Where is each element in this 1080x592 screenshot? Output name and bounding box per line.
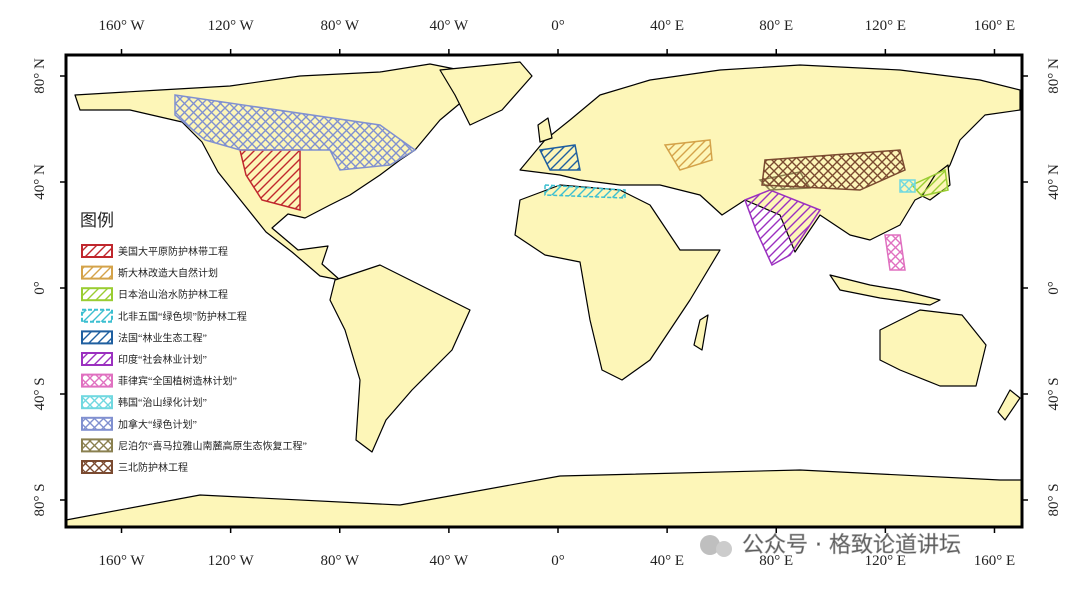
legend-label: 北非五国“绿色坝”防护林工程 <box>118 310 247 323</box>
legend-label: 美国大平原防护林带工程 <box>118 245 228 258</box>
legend-label: 三北防护林工程 <box>118 461 188 474</box>
lat-tick-label-left: 40° S <box>32 377 48 410</box>
legend-label: 日本治山治水防护林工程 <box>118 288 228 301</box>
lat-tick-label-right: 40° S <box>1046 377 1062 410</box>
region-japan <box>910 168 949 197</box>
legend-label: 尼泊尔“喜马拉雅山南麓高原生态恢复工程” <box>118 439 307 452</box>
lon-tick-label-bottom: 160° E <box>974 553 1015 569</box>
map-border <box>64 53 1024 529</box>
legend-swatch <box>81 438 113 453</box>
legend-swatch <box>81 330 113 345</box>
lon-tick-label-top: 120° W <box>208 18 255 34</box>
uk <box>537 117 553 143</box>
legend-swatch <box>81 373 113 388</box>
legend-swatch <box>81 244 113 258</box>
legend-label: 法国“林业生态工程” <box>118 331 207 344</box>
greenland <box>439 61 533 126</box>
lon-tick-label-top: 40° W <box>430 18 469 34</box>
region-france <box>538 144 581 171</box>
legend-label: 菲律宾“全国植树造林计划” <box>118 375 237 388</box>
lon-tick-label-bottom: 40° W <box>430 553 469 569</box>
legend-label: 斯大林改造大自然计划 <box>118 267 218 280</box>
lon-tick-label-top: 40° E <box>650 18 684 34</box>
lat-tick-label-left: 0° <box>32 281 48 295</box>
lon-tick-label-bottom: 160° W <box>98 553 145 569</box>
lon-tick-label-top: 160° W <box>98 18 145 34</box>
new-zealand <box>997 389 1021 421</box>
lon-tick-label-bottom: 80° E <box>759 553 793 569</box>
lat-tick-label-left: 80° S <box>32 483 48 516</box>
legend-label: 韩国“治山绿化计划” <box>118 396 207 409</box>
lat-tick-label-left: 80° N <box>32 58 48 94</box>
indonesia <box>829 274 941 306</box>
lon-tick-label-top: 80° W <box>320 18 359 34</box>
legend-label: 印度“社会林业计划” <box>118 353 207 366</box>
lon-tick-label-top: 80° E <box>759 18 793 34</box>
africa <box>514 184 721 381</box>
region-canada <box>174 94 417 171</box>
legend-title: 图例 <box>80 211 114 230</box>
lat-tick-label-right: 80° S <box>1046 483 1062 516</box>
legend-swatch <box>81 352 113 366</box>
lon-tick-label-top: 0° <box>551 18 565 34</box>
madagascar <box>693 314 709 351</box>
lon-tick-label-bottom: 40° E <box>650 553 684 569</box>
lat-tick-label-right: 0° <box>1046 281 1062 295</box>
lat-tick-label-left: 40° N <box>32 164 48 200</box>
legend-label: 加拿大“绿色计划” <box>118 418 197 431</box>
region-stalin-plan <box>663 139 713 171</box>
watermark-icon <box>700 535 720 555</box>
legend-swatch <box>81 265 113 280</box>
lat-tick-label-right: 40° N <box>1046 164 1062 200</box>
region-philippines <box>884 234 906 271</box>
region-korea <box>899 179 916 193</box>
lon-tick-label-bottom: 120° W <box>208 553 255 569</box>
south-america <box>329 264 471 453</box>
watermark-icon <box>716 541 732 557</box>
legend-swatch <box>81 395 113 410</box>
legend-swatch <box>81 287 113 302</box>
regions <box>174 94 949 271</box>
australia <box>879 309 987 387</box>
watermark-text: 公众号 · 格致论道讲坛 <box>742 533 961 558</box>
legend-swatch <box>81 460 113 474</box>
lon-tick-label-bottom: 0° <box>551 553 565 569</box>
region-three-north <box>761 149 906 191</box>
legend-swatch <box>81 308 113 323</box>
lon-tick-label-top: 160° E <box>974 18 1015 34</box>
watermark: 公众号 · 格致论道讲坛 <box>700 533 961 558</box>
region-north-africa <box>544 184 626 199</box>
lat-tick-label-right: 80° N <box>1046 58 1062 94</box>
lon-tick-label-bottom: 120° E <box>865 553 906 569</box>
legend: 图例 美国大平原防护林带工程斯大林改造大自然计划日本治山治水防护林工程北非五国“… <box>80 211 307 474</box>
lon-tick-label-top: 120° E <box>865 18 906 34</box>
legend-swatch <box>81 416 113 431</box>
ticks: 160° W 160° W 120° W 120° W 80° W 80° W 40° W 4… <box>32 18 1062 569</box>
lon-tick-label-bottom: 80° W <box>320 553 359 569</box>
